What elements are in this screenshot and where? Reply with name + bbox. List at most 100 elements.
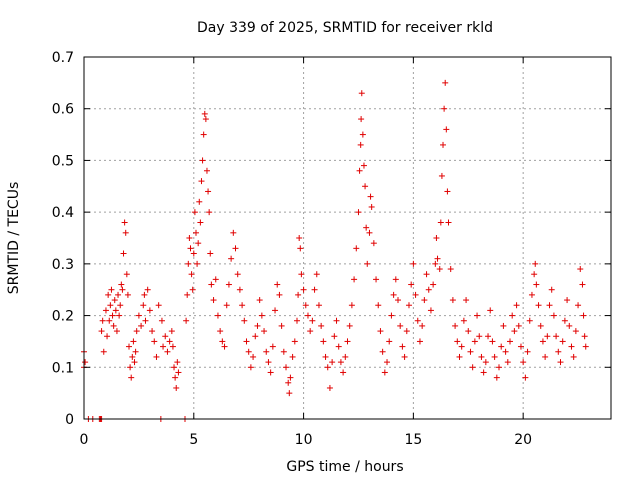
data-point [515,322,522,329]
data-point [210,297,217,304]
data-point [206,209,213,216]
data-point [358,116,365,123]
x-tick-label: 5 [189,432,198,448]
data-point [463,297,470,304]
data-point [491,353,498,360]
data-point [482,359,489,366]
data-point [500,322,507,329]
data-point [433,235,440,241]
data-point [533,281,540,288]
data-point [427,307,434,314]
data-point [110,322,117,329]
data-point [579,281,586,288]
chart-title: Day 339 of 2025, SRMTID for receiver rkl… [197,20,493,36]
data-point [570,353,577,360]
data-point [230,229,237,236]
data-point [469,364,476,371]
data-point [460,317,467,324]
data-point [449,297,456,304]
data-point [434,255,441,262]
data-point [377,328,384,335]
data-point [187,245,194,252]
data-point [174,359,181,366]
data-point [234,271,241,278]
data-point [340,369,347,376]
data-point [401,353,408,360]
data-point [421,297,428,304]
data-point [113,328,120,335]
x-axis-label: GPS time / hours [286,459,403,475]
data-point [286,390,293,397]
data-point [132,348,139,355]
data-point [267,369,274,376]
data-point [126,343,133,350]
data-point [300,286,307,293]
data-point [544,333,551,340]
data-point [168,328,175,335]
data-point [109,312,116,319]
data-point [171,364,178,371]
data-point [140,302,147,309]
data-point [465,328,472,335]
data-point [276,291,283,298]
data-point [313,271,320,278]
data-point [412,291,419,298]
data-point [436,266,443,273]
data-point [309,317,316,324]
data-point [196,198,203,205]
data-point [311,286,318,293]
data-point [390,291,397,298]
data-point [225,281,232,288]
data-point [487,307,494,314]
data-point [214,312,221,319]
data-point [285,379,292,386]
data-point [121,219,128,226]
data-point [358,90,365,97]
data-point [198,178,205,185]
data-point [373,276,380,283]
data-point [375,302,382,309]
data-point [203,167,210,174]
data-point [307,328,314,335]
data-point [351,276,358,283]
data-point [172,374,179,381]
data-point [535,302,542,309]
data-point [335,343,342,350]
data-point [395,297,402,304]
data-point [175,369,182,376]
data-point [320,338,327,345]
data-point [188,271,195,278]
data-point [356,167,363,174]
data-point [531,271,538,278]
data-point [208,281,215,288]
data-point [438,172,445,179]
data-point [425,286,432,293]
y-tick-label: 0.2 [52,309,74,325]
data-point [388,312,395,319]
data-point [228,255,235,262]
data-point [528,291,535,298]
data-point [302,302,309,309]
data-point [581,333,588,340]
data-point [98,328,105,335]
data-point [355,209,362,216]
data-point [458,343,465,350]
y-tick-label: 0 [65,412,74,428]
data-point [296,235,303,241]
data-point [333,317,340,324]
data-point [232,245,239,252]
data-point [517,343,524,350]
data-point [197,219,204,226]
data-point [432,260,439,267]
data-point [476,333,483,340]
data-point [108,286,115,293]
data-point [127,364,134,371]
data-points [81,79,589,422]
data-point [289,353,296,360]
data-point [348,302,355,309]
data-point [256,297,263,304]
data-point [493,374,500,381]
data-point [379,348,386,355]
data-point [397,322,404,329]
